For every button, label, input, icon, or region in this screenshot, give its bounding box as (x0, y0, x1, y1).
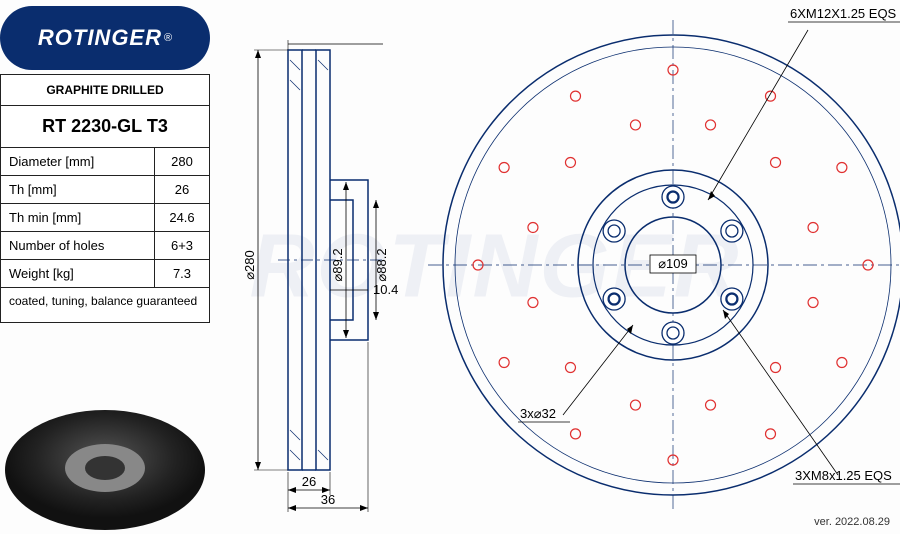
brand-logo: ROTINGER ® (0, 6, 210, 70)
small-holes: 3x⌀32 (520, 406, 556, 421)
dim-thickness: 26 (302, 474, 316, 489)
table-row: Th min [mm]24.6 (1, 204, 210, 232)
dim-hub2: ⌀88.2 (374, 248, 389, 281)
notes: coated, tuning, balance guaranteed (1, 288, 210, 323)
version-label: ver. 2022.08.29 (814, 516, 890, 528)
bolt-spec: 6XM12X1.25 EQS (790, 6, 897, 21)
side-view: ⌀280 ⌀89.2 ⌀88.2 10.4 26 36 (242, 40, 398, 512)
brand-text: ROTINGER (38, 25, 162, 51)
table-row: Diameter [mm]280 (1, 148, 210, 176)
dim-total-width: 36 (321, 492, 335, 507)
front-view: ⌀109 6XM12X1.25 EQS 3XM8x1.25 EQS 3x⌀32 (428, 6, 900, 510)
dim-offset: 10.4 (373, 282, 398, 297)
table-row: Th [mm]26 (1, 176, 210, 204)
dim-hub1: ⌀89.2 (330, 248, 345, 281)
dim-outer-dia: ⌀280 (242, 250, 257, 280)
subtitle: GRAPHITE DRILLED (1, 75, 210, 106)
technical-drawing: ⌀280 ⌀89.2 ⌀88.2 10.4 26 36 (218, 0, 900, 534)
product-photo (0, 360, 210, 530)
part-number: RT 2230-GL T3 (1, 106, 210, 148)
spec-table: GRAPHITE DRILLED RT 2230-GL T3 Diameter … (0, 74, 210, 323)
registered-mark: ® (164, 32, 172, 44)
aux-spec: 3XM8x1.25 EQS (795, 468, 892, 483)
center-bore-label: ⌀109 (658, 256, 688, 271)
table-row: Number of holes6+3 (1, 232, 210, 260)
table-row: Weight [kg]7.3 (1, 260, 210, 288)
